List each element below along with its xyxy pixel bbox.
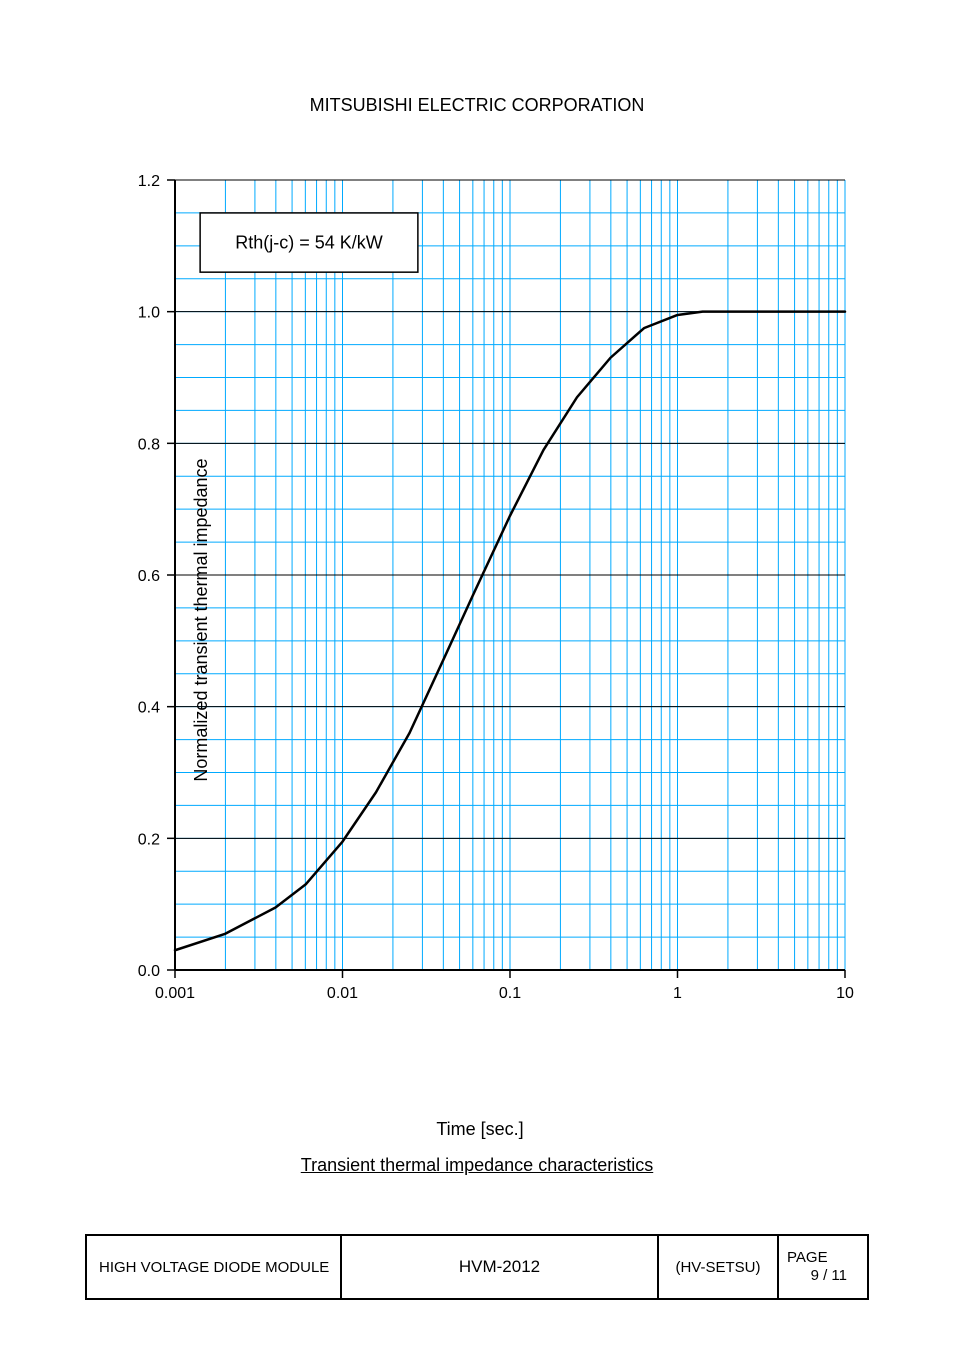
- x-axis-label: Time [sec.]: [90, 1119, 870, 1140]
- svg-text:0.4: 0.4: [138, 700, 160, 717]
- svg-text:10: 10: [836, 985, 854, 1002]
- footer-doc-code: (HV-SETSU): [659, 1236, 779, 1298]
- y-axis-label: Normalized transient thermal impedance: [191, 458, 212, 781]
- svg-text:0.8: 0.8: [138, 436, 160, 453]
- svg-text:0.1: 0.1: [499, 985, 521, 1002]
- figure-caption: Transient thermal impedance characterist…: [0, 1155, 954, 1176]
- svg-text:0.01: 0.01: [327, 985, 358, 1002]
- svg-text:Rth(j-c) = 54 K/kW: Rth(j-c) = 54 K/kW: [235, 233, 383, 253]
- page-root: MITSUBISHI ELECTRIC CORPORATION Normaliz…: [0, 0, 954, 1350]
- company-header: MITSUBISHI ELECTRIC CORPORATION: [0, 95, 954, 116]
- chart-container: Normalized transient thermal impedance 0…: [90, 170, 870, 1070]
- footer-page-value: 9 / 11: [811, 1267, 857, 1285]
- svg-text:0.6: 0.6: [138, 568, 160, 585]
- svg-text:0.0: 0.0: [138, 963, 160, 980]
- footer-page: PAGE 9 / 11: [779, 1236, 867, 1298]
- svg-text:1.0: 1.0: [138, 305, 160, 322]
- footer-page-label: PAGE: [787, 1249, 828, 1267]
- footer-part-number: HVM-2012: [342, 1236, 659, 1298]
- svg-text:1.2: 1.2: [138, 173, 160, 190]
- footer-table: HIGH VOLTAGE DIODE MODULE HVM-2012 (HV-S…: [85, 1234, 869, 1300]
- footer-product-type: HIGH VOLTAGE DIODE MODULE: [87, 1236, 342, 1298]
- svg-text:0.001: 0.001: [155, 985, 195, 1002]
- svg-text:0.2: 0.2: [138, 831, 160, 848]
- svg-text:1: 1: [673, 985, 682, 1002]
